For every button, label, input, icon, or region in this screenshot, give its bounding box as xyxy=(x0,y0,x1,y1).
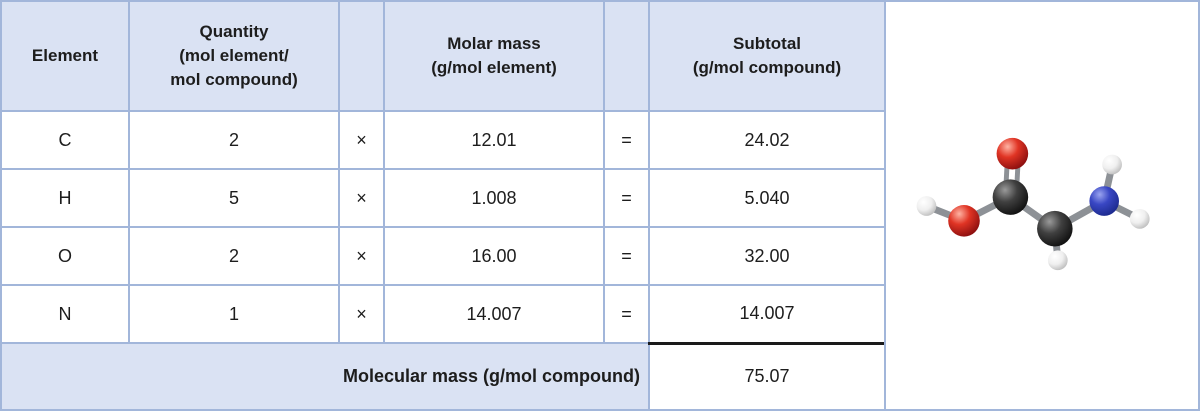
cell-subtotal: 32.00 xyxy=(648,226,886,286)
table-row-hydrogen: H 5 × 1.008 = 5.040 xyxy=(0,168,886,228)
cell-molar-mass: 1.008 xyxy=(383,168,605,228)
multiply-sign: × xyxy=(338,110,385,170)
header-element: Element xyxy=(0,0,130,112)
header-row: Element Quantity (mol element/ mol compo… xyxy=(0,0,886,112)
cell-element: N xyxy=(0,284,130,344)
header-subtotal: Subtotal (g/mol compound) xyxy=(648,0,886,112)
molecular-mass-table: Element Quantity (mol element/ mol compo… xyxy=(0,0,886,411)
oxygen-atom-carbonyl xyxy=(996,137,1029,170)
table-row-carbon: C 2 × 12.01 = 24.02 xyxy=(0,110,886,170)
cell-element: O xyxy=(0,226,130,286)
molecule-panel xyxy=(884,0,1200,411)
multiply-sign: × xyxy=(338,226,385,286)
table-row-oxygen: O 2 × 16.00 = 32.00 xyxy=(0,226,886,286)
cell-subtotal: 14.007 xyxy=(648,284,886,344)
header-times-spacer xyxy=(338,0,385,112)
hydrogen-atom-alpha xyxy=(1047,250,1068,271)
header-molar-mass: Molar mass (g/mol element) xyxy=(383,0,605,112)
cell-molar-mass: 12.01 xyxy=(383,110,605,170)
cell-element: C xyxy=(0,110,130,170)
header-quantity: Quantity (mol element/ mol compound) xyxy=(128,0,340,112)
multiply-sign: × xyxy=(338,168,385,228)
hydrogen-atom-amine-right xyxy=(1129,208,1150,229)
cell-element: H xyxy=(0,168,130,228)
molecular-mass-total: 75.07 xyxy=(648,341,886,411)
equals-sign: = xyxy=(603,226,650,286)
table-row-nitrogen: N 1 × 14.007 = 14.007 xyxy=(0,284,886,344)
equals-sign: = xyxy=(603,284,650,344)
cell-molar-mass: 16.00 xyxy=(383,226,605,286)
nitrogen-atom xyxy=(1089,186,1120,216)
oxygen-atom-hydroxyl xyxy=(948,205,980,237)
cell-quantity: 2 xyxy=(128,110,340,170)
multiply-sign: × xyxy=(338,284,385,344)
carbon-atom-carboxyl xyxy=(992,179,1029,215)
glycine-molecule-image xyxy=(916,137,1150,271)
cell-quantity: 1 xyxy=(128,284,340,344)
cell-molar-mass: 14.007 xyxy=(383,284,605,344)
hydrogen-atom-hydroxyl xyxy=(916,196,937,216)
equals-sign: = xyxy=(603,168,650,228)
hydrogen-atom-amine-top xyxy=(1102,154,1122,175)
footer-row: Molecular mass (g/mol compound) 75.07 xyxy=(0,341,886,411)
cell-quantity: 2 xyxy=(128,226,340,286)
molecular-mass-label: Molecular mass (g/mol compound) xyxy=(0,342,650,411)
carbon-atom-alpha xyxy=(1037,210,1073,247)
equals-sign: = xyxy=(603,110,650,170)
header-equals-spacer xyxy=(603,0,650,112)
atom-group xyxy=(916,137,1150,271)
cell-quantity: 5 xyxy=(128,168,340,228)
cell-subtotal: 24.02 xyxy=(648,110,886,170)
cell-subtotal: 5.040 xyxy=(648,168,886,228)
